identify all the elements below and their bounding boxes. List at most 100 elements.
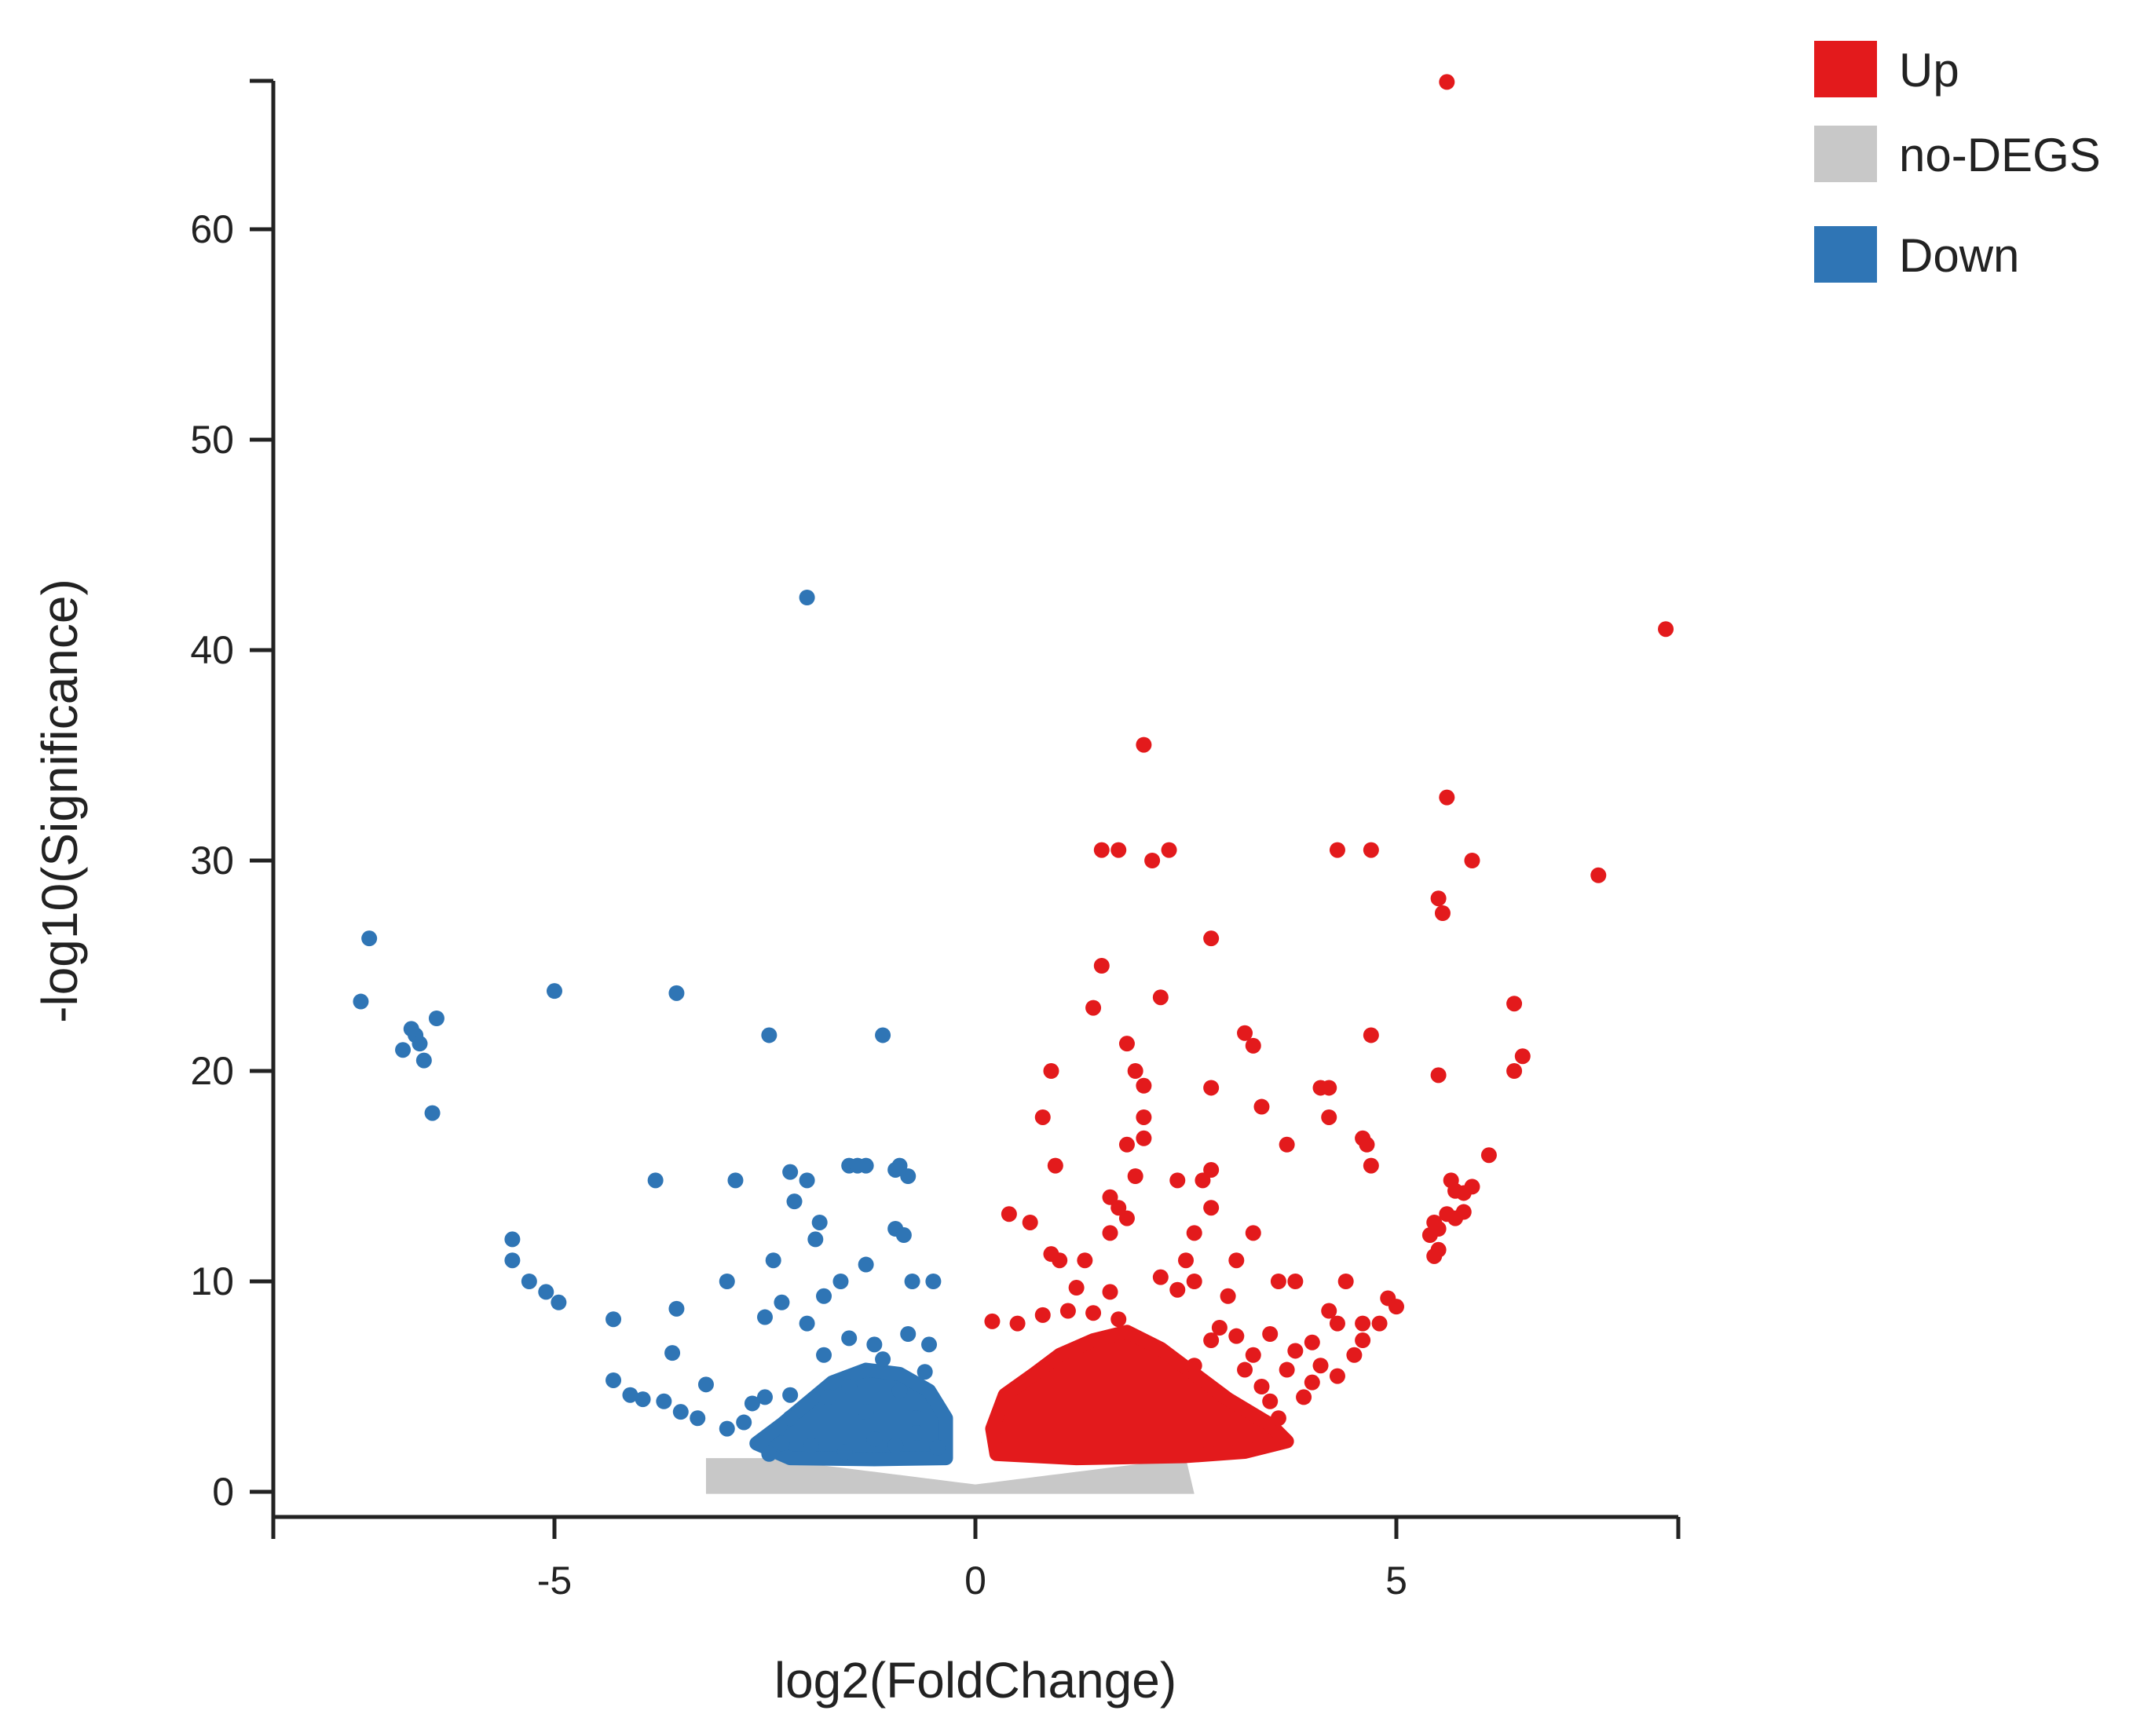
down-point [622,1387,638,1403]
up-point [1093,958,1110,974]
legend-label-down: Down [1899,229,2019,282]
down-point [412,1036,428,1052]
up-point [1245,1037,1261,1054]
down-point [664,1345,681,1361]
up-point [1211,1319,1228,1336]
up-point [1270,1410,1286,1427]
up-point [1068,1280,1085,1296]
down-point [816,1347,832,1363]
down-point [606,1311,622,1328]
axes [271,81,1678,1519]
up-point [1144,853,1161,868]
up-point [1127,1063,1143,1079]
up-point [1228,1328,1245,1344]
up-point [1118,1036,1135,1052]
up-point [1270,1274,1286,1289]
up-point [1359,1136,1375,1153]
legend: Up no-DEGS Down [1814,41,2101,283]
up-point [1186,1274,1202,1289]
down-point [538,1284,554,1300]
down-point [424,1105,441,1121]
up-point [1110,842,1127,858]
up-point [1658,621,1674,638]
up-point [1455,1204,1472,1220]
y-tick-label: 40 [190,628,234,672]
x-axis-title: log2(FoldChange) [774,1652,1176,1709]
down-point [761,1445,777,1462]
up-point [1220,1288,1236,1304]
y-tick-label: 60 [190,207,234,251]
down-point [799,1315,815,1332]
up-point [1009,1315,1026,1332]
up-point [1279,1136,1295,1153]
up-point [1355,1315,1371,1332]
down-point [917,1364,933,1380]
up-point [1136,1130,1152,1146]
up-point [1245,1347,1261,1363]
up-point [1253,1098,1270,1115]
up-point [1421,1227,1438,1244]
up-point [1152,1269,1169,1285]
legend-label-no-degs: no-DEGS [1899,129,2101,181]
up-point [1195,1172,1211,1189]
down-point [782,1387,799,1403]
no-degs-region [705,1458,1195,1494]
y-tick-label: 0 [212,1470,234,1514]
dense-point-cores [749,1325,1294,1467]
up-point [1355,1332,1371,1349]
up-point [1093,842,1110,858]
down-point [765,1252,781,1269]
y-tick-label: 10 [190,1259,234,1303]
down-point [736,1414,752,1431]
up-point [1047,1157,1063,1174]
up-point [1430,890,1447,907]
y-tick-label: 20 [190,1049,234,1093]
down-point [904,1274,920,1289]
down-point [668,1300,685,1317]
up-point [1363,842,1379,858]
down-point [774,1435,790,1452]
down-point [727,1172,744,1189]
down-point [635,1391,651,1408]
legend-swatch-up [1814,41,1877,97]
down-point [774,1294,790,1310]
down-point [887,1438,904,1454]
up-dense-core [985,1325,1294,1466]
up-point [1203,1332,1220,1349]
y-tick-label: 30 [190,839,234,883]
up-point [1237,1025,1253,1041]
down-point [908,1424,924,1441]
down-point [925,1274,942,1289]
up-point [1312,1358,1329,1374]
down-point [504,1252,521,1269]
up-point [1439,789,1455,806]
down-point [606,1372,622,1388]
up-point [1136,736,1152,753]
down-point [761,1027,777,1043]
up-point [1430,1067,1447,1084]
up-point [1034,1307,1051,1323]
up-point [1136,1077,1152,1094]
down-point [504,1231,521,1248]
up-point [1102,1225,1118,1241]
down-point [656,1393,672,1409]
up-point [1346,1347,1363,1363]
up-point [1228,1252,1245,1269]
up-point [1506,996,1523,1012]
down-point [744,1395,760,1412]
down-point [353,993,369,1010]
down-point [395,1042,412,1058]
up-point [1388,1299,1404,1315]
up-point [1136,1109,1152,1125]
up-point [1186,1358,1202,1374]
up-point [1169,1281,1186,1298]
up-point [984,1313,1001,1329]
up-point [1022,1214,1038,1230]
up-point [1304,1374,1320,1391]
down-point [900,1326,917,1342]
up-point [1426,1248,1443,1264]
up-point [1464,853,1480,868]
up-point [1118,1210,1135,1226]
up-point [1085,1000,1102,1016]
